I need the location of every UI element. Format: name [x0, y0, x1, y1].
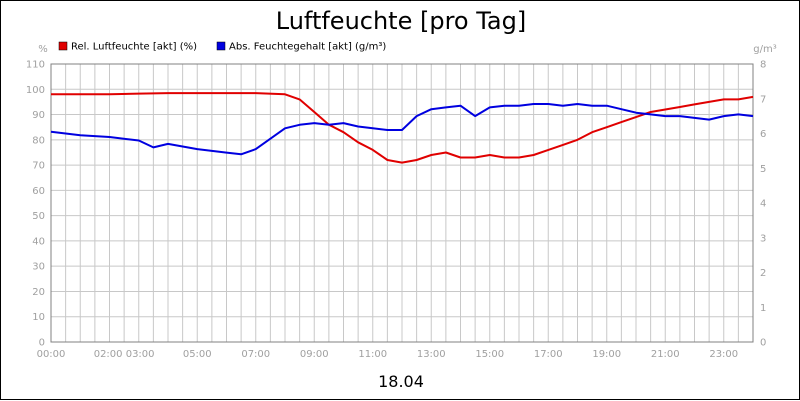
date-label: 18.04 [378, 372, 424, 391]
ticks: 0 10 20 30 40 50 60 70 80 90 100 110 0 1 2 3 4 5 6 7 8 00:00 0… [26, 60, 766, 361]
y-right-tick-label: 4 [760, 199, 766, 210]
plot-border [50, 63, 754, 343]
x-tick-label: 17:00 [534, 349, 563, 360]
x-tick-label: 05:00 [183, 349, 212, 360]
y-right-tick-label: 2 [760, 268, 766, 279]
left-axis-unit: % [38, 44, 48, 55]
y-left-tick-label: 50 [32, 211, 45, 222]
series-lines [50, 92, 754, 164]
y-right-tick-label: 0 [760, 338, 766, 349]
grid [50, 63, 754, 343]
x-tick-label: 21:00 [651, 349, 680, 360]
x-tick-label: 07:00 [241, 349, 270, 360]
legend-label: Rel. Luftfeuchte [akt] (%) [71, 42, 197, 53]
x-tick-label: 02:00 03:00 [94, 349, 155, 360]
y-left-tick-label: 100 [26, 85, 45, 96]
y-right-tick-label: 5 [760, 164, 766, 175]
x-tick-label: 00:00 [37, 349, 66, 360]
y-right-tick-label: 6 [760, 129, 766, 140]
y-left-tick-label: 60 [32, 186, 45, 197]
y-left-tick-label: 70 [32, 161, 45, 172]
x-tick-label: 19:00 [592, 349, 621, 360]
y-left-tick-label: 30 [32, 262, 45, 273]
series-line-abs-humidity [50, 103, 754, 156]
legend-label: Abs. Feuchtegehalt [akt] (g/m³) [229, 42, 386, 53]
x-tick-label: 13:00 [417, 349, 446, 360]
y-left-tick-label: 0 [39, 338, 45, 349]
y-left-tick-label: 110 [26, 60, 45, 71]
y-right-tick-label: 3 [760, 233, 766, 244]
right-axis-unit: g/m³ [753, 44, 776, 55]
y-left-tick-label: 80 [32, 135, 45, 146]
series-line-rel-humidity [51, 92, 754, 164]
x-tick-label: 11:00 [358, 349, 387, 360]
x-tick-label: 15:00 [475, 349, 504, 360]
x-tick-label: 09:00 [300, 349, 329, 360]
x-tick-label: 23:00 [709, 349, 738, 360]
legend: Rel. Luftfeuchte [akt] (%) Abs. Feuchtege… [58, 41, 386, 53]
y-right-tick-label: 7 [760, 94, 766, 105]
y-right-tick-label: 1 [760, 303, 766, 314]
legend-swatch [58, 41, 68, 51]
y-left-tick-label: 20 [32, 287, 45, 298]
y-left-tick-label: 10 [32, 312, 45, 323]
y-left-tick-label: 90 [32, 110, 45, 121]
y-right-tick-label: 8 [760, 60, 766, 71]
y-left-tick-label: 40 [32, 236, 45, 247]
chart-title: Luftfeuchte [pro Tag] [276, 7, 526, 35]
legend-swatch [216, 41, 226, 51]
